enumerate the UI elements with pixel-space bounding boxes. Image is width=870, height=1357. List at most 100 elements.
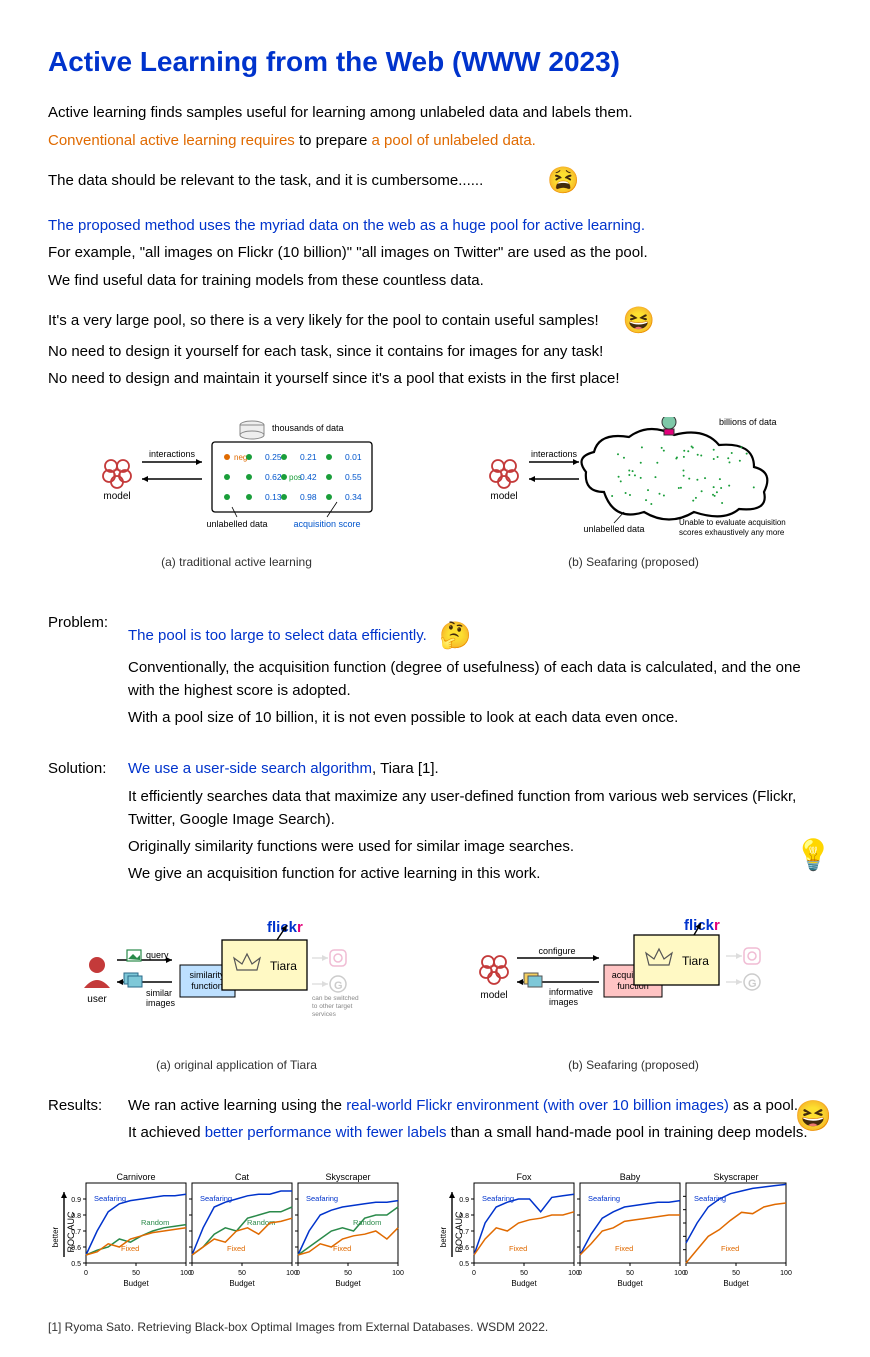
svg-text:50: 50 [132, 1270, 140, 1277]
svg-text:configure: configure [538, 946, 575, 956]
svg-text:0.6: 0.6 [459, 1245, 469, 1252]
svg-text:100: 100 [392, 1270, 404, 1277]
svg-text:0.25: 0.25 [265, 452, 282, 462]
svg-text:similar: similar [146, 988, 172, 998]
intro-text-b: to prepare [295, 132, 372, 149]
svg-text:neg: neg [234, 453, 247, 462]
results-1a: We ran active learning using the [128, 1097, 346, 1114]
svg-text:Seafaring: Seafaring [588, 1194, 620, 1203]
svg-text:Tiara: Tiara [682, 954, 709, 968]
intro-orange-c: a pool of unlabeled data. [372, 132, 536, 149]
svg-text:thousands of data: thousands of data [272, 423, 344, 433]
fig2a-caption: (a) original application of Tiara [48, 1056, 425, 1075]
svg-text:G: G [334, 980, 343, 992]
proposed-block: The proposed method uses the myriad data… [48, 214, 822, 391]
tired-emoji: 😫 [547, 165, 579, 195]
figure1b: model interactions billions of data unlabel… [445, 417, 822, 572]
intro-line3-wrap: The data should be relevant to the task,… [48, 156, 822, 196]
svg-text:50: 50 [520, 1270, 528, 1277]
svg-text:0.55: 0.55 [345, 472, 362, 482]
svg-text:unlabelled data: unlabelled data [583, 524, 644, 534]
solution-headline-a: We use a user-side search algorithm [128, 760, 372, 777]
svg-text:images: images [549, 997, 579, 1007]
svg-text:0.9: 0.9 [459, 1197, 469, 1204]
svg-text:Fox: Fox [516, 1172, 532, 1182]
svg-text:0: 0 [84, 1270, 88, 1277]
svg-text:Random: Random [141, 1218, 169, 1227]
svg-text:images: images [146, 998, 176, 1008]
solution-headline-b: , Tiara [1]. [372, 760, 439, 777]
svg-text:50: 50 [732, 1270, 740, 1277]
svg-text:interactions: interactions [530, 449, 577, 459]
proposed-line6: No need to design and maintain it yourse… [48, 367, 822, 390]
svg-text:services: services [312, 1011, 337, 1018]
solution-line2: It efficiently searches data that maximi… [128, 785, 822, 832]
solution-label: Solution: [48, 757, 128, 780]
svg-text:Fixed: Fixed [227, 1244, 245, 1253]
charts-left-group: betterROC AUCCarnivore0.50.60.70.80.9050… [48, 1167, 408, 1304]
svg-text:Fixed: Fixed [333, 1244, 351, 1253]
bulb-emoji: 💡 [795, 833, 832, 880]
svg-text:better: better [439, 1226, 448, 1247]
svg-text:Budget: Budget [617, 1279, 643, 1288]
svg-text:0: 0 [578, 1270, 582, 1277]
svg-text:Seafaring: Seafaring [200, 1194, 232, 1203]
svg-text:Skyscraper: Skyscraper [713, 1172, 758, 1182]
svg-text:scores exhaustively any more: scores exhaustively any more [679, 528, 785, 537]
intro-line3: The data should be relevant to the task,… [48, 172, 483, 189]
svg-text:query: query [146, 950, 169, 960]
svg-text:acquisition score: acquisition score [293, 519, 360, 529]
svg-text:billions of data: billions of data [719, 417, 777, 427]
svg-text:0.5: 0.5 [459, 1261, 469, 1268]
proposed-line5: No need to design it yourself for each t… [48, 340, 822, 363]
svg-text:to other target: to other target [312, 1003, 353, 1010]
svg-text:50: 50 [238, 1270, 246, 1277]
laugh-emoji: 😆 [623, 305, 655, 335]
svg-text:better: better [51, 1226, 60, 1247]
svg-text:0.01: 0.01 [345, 452, 362, 462]
results-2a: It achieved [128, 1124, 205, 1141]
svg-text:Budget: Budget [723, 1279, 749, 1288]
svg-text:Skyscraper: Skyscraper [325, 1172, 370, 1182]
intro-orange-a: Conventional active learning requires [48, 132, 295, 149]
svg-text:0.13: 0.13 [265, 492, 282, 502]
problem-line2: Conventionally, the acquisition function… [128, 656, 822, 703]
solution-line4: We give an acquisition function for acti… [128, 862, 822, 885]
proposed-line4: It's a very large pool, so there is a ve… [48, 312, 599, 329]
fig1b-caption: (b) Seafaring (proposed) [445, 553, 822, 572]
svg-text:Seafaring: Seafaring [482, 1194, 514, 1203]
proposed-line3: We find useful data for training models … [48, 269, 822, 292]
svg-text:model: model [103, 491, 130, 502]
svg-text:Seafaring: Seafaring [94, 1194, 126, 1203]
results-row: Results: We ran active learning using th… [48, 1094, 822, 1149]
intro-line2: Conventional active learning requires to… [48, 129, 822, 152]
proposed-line4-wrap: It's a very large pool, so there is a ve… [48, 296, 822, 336]
svg-text:0.21: 0.21 [300, 452, 317, 462]
svg-text:Budget: Budget [123, 1279, 149, 1288]
svg-text:flickr: flickr [684, 917, 720, 934]
svg-text:0.5: 0.5 [71, 1261, 81, 1268]
svg-text:user: user [87, 994, 107, 1005]
svg-text:Fixed: Fixed [721, 1244, 739, 1253]
fig1a-caption: (a) traditional active learning [48, 553, 425, 572]
svg-text:Fixed: Fixed [509, 1244, 527, 1253]
svg-text:model: model [490, 491, 517, 502]
svg-text:Tiara: Tiara [270, 959, 297, 973]
figure2-row: userquerysimilarimagessimilarityfunction… [48, 910, 822, 1075]
svg-text:G: G [748, 978, 757, 990]
svg-text:Budget: Budget [335, 1279, 361, 1288]
svg-text:0: 0 [472, 1270, 476, 1277]
svg-text:Cat: Cat [235, 1172, 250, 1182]
results-1b: real-world Flickr environment (with over… [346, 1097, 729, 1114]
svg-text:0.7: 0.7 [71, 1229, 81, 1236]
svg-text:unlabelled data: unlabelled data [206, 519, 267, 529]
results-2c: than a small hand-made pool in training … [447, 1124, 808, 1141]
svg-text:0.62: 0.62 [265, 472, 282, 482]
svg-text:Seafaring: Seafaring [694, 1194, 726, 1203]
svg-text:0: 0 [684, 1270, 688, 1277]
proposed-headline: The proposed method uses the myriad data… [48, 214, 822, 237]
svg-text:0.34: 0.34 [345, 492, 362, 502]
solution-row: Solution: We use a user-side search algo… [48, 757, 822, 889]
svg-text:Baby: Baby [620, 1172, 641, 1182]
svg-text:100: 100 [780, 1270, 792, 1277]
